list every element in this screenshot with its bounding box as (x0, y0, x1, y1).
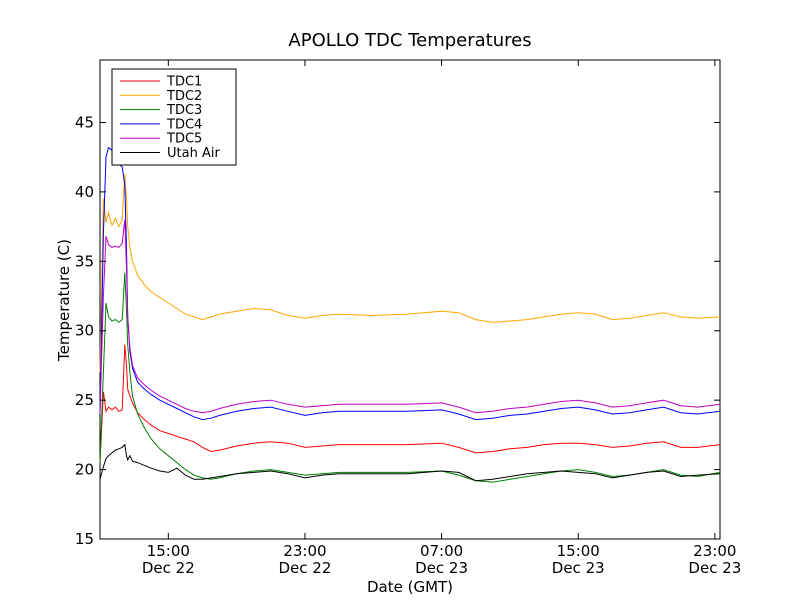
legend-label: TDC1 (166, 75, 202, 90)
y-tick-label: 25 (75, 391, 94, 409)
x-tick-time-label: 15:00 (557, 542, 600, 560)
series-layer (99, 146, 721, 483)
series-line-tdc5 (99, 219, 721, 415)
x-axis-label: Date (GMT) (367, 578, 453, 596)
x-tick-date-label: Dec 23 (415, 559, 468, 577)
y-tick-label: 15 (75, 530, 94, 548)
series-line-tdc3 (99, 272, 721, 483)
x-tick-date-label: Dec 22 (279, 559, 332, 577)
legend-box (111, 68, 237, 166)
y-tick-label: 45 (75, 113, 94, 131)
plot-area (99, 59, 721, 540)
y-tick-label: 30 (75, 322, 94, 340)
legend-label: TDC4 (166, 117, 202, 132)
x-tick-time-label: 07:00 (420, 542, 463, 560)
legend-label: TDC3 (166, 103, 202, 118)
legend-label: TDC5 (166, 132, 202, 147)
series-line-tdc2 (99, 173, 721, 373)
y-tick-label: 20 (75, 461, 94, 479)
series-line-tdc1 (99, 344, 721, 463)
legend-label: TDC2 (166, 89, 202, 104)
chart-title: APOLLO TDC Temperatures (288, 30, 531, 51)
y-tick-label: 40 (75, 183, 94, 201)
x-tick-time-label: 15:00 (147, 542, 190, 560)
series-line-tdc4 (99, 146, 721, 421)
x-tick-date-label: Dec 23 (552, 559, 605, 577)
x-tick-date-label: Dec 22 (142, 559, 195, 577)
legend-label: Utah Air (167, 146, 220, 161)
x-tick-date-label: Dec 23 (688, 559, 741, 577)
x-tick-time-label: 23:00 (283, 542, 326, 560)
x-tick-time-label: 23:00 (693, 542, 736, 560)
series-line-utah-air (99, 443, 721, 482)
y-axis: 15 20 25 30 35 40 45 (75, 113, 720, 548)
y-tick-label: 35 (75, 252, 94, 270)
y-axis-label: Temperature (C) (55, 239, 73, 362)
